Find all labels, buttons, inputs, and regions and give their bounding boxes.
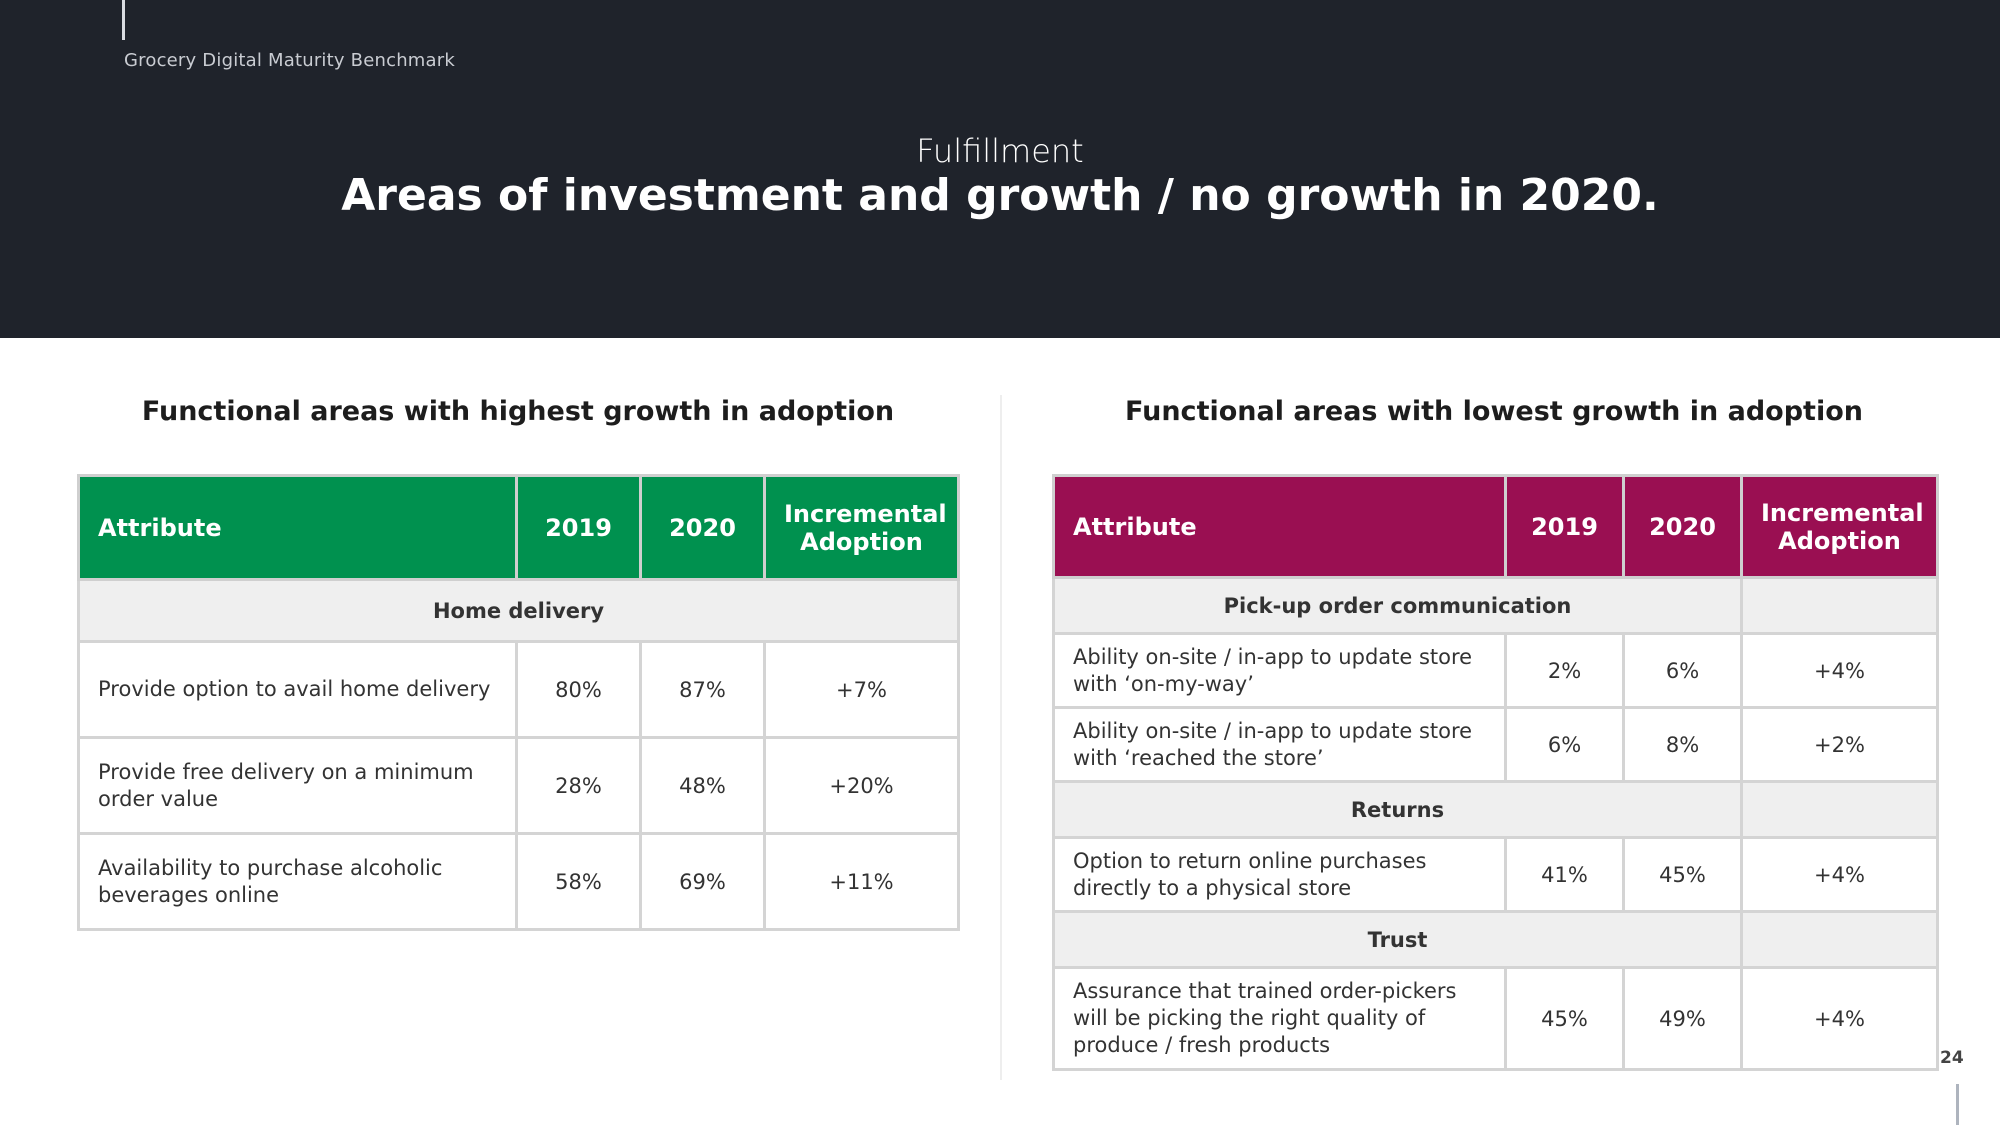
page-number: 24: [1940, 1048, 1964, 1068]
cell-incremental: +11%: [763, 832, 960, 931]
group-row: Home delivery: [77, 578, 960, 643]
cell-incremental: +2%: [1740, 706, 1939, 783]
section-eyebrow: Fulfillment: [916, 132, 1084, 170]
cell-incremental: +4%: [1740, 836, 1939, 913]
cell-2020: 49%: [1622, 966, 1743, 1071]
top-accent-rule: [122, 0, 125, 40]
bottom-accent-rule: [1956, 1084, 1959, 1125]
table-row: Provide free delivery on a minimum order…: [77, 736, 960, 835]
cell-2019: 6%: [1504, 706, 1625, 783]
group-pickup-communication: Pick-up order communication: [1052, 576, 1743, 635]
header-2020: 2020: [1622, 474, 1743, 579]
group-empty-cell: [1740, 576, 1939, 635]
cell-2020: 48%: [639, 736, 766, 835]
cell-incremental: +4%: [1740, 632, 1939, 709]
cell-2020: 8%: [1622, 706, 1743, 783]
table-row: Option to return online purchases direct…: [1052, 836, 1939, 913]
group-returns: Returns: [1052, 780, 1743, 839]
left-section-title: Functional areas with highest growth in …: [141, 396, 895, 427]
header-incremental-adoption: Incremental Adoption: [763, 474, 960, 581]
cell-attribute: Option to return online purchases direct…: [1052, 836, 1507, 913]
cell-2020: 45%: [1622, 836, 1743, 913]
header-incremental-line1: Incremental: [784, 499, 947, 528]
group-row: Returns: [1052, 780, 1939, 839]
cell-2019: 45%: [1504, 966, 1625, 1071]
cell-attribute: Assurance that trained order-pickers wil…: [1052, 966, 1507, 1071]
cell-incremental: +4%: [1740, 966, 1939, 1071]
header-incremental-line2: Adoption: [1778, 526, 1901, 555]
cell-2019: 28%: [515, 736, 642, 835]
right-section-title: Functional areas with lowest growth in a…: [1125, 396, 1863, 427]
brand-label: Grocery Digital Maturity Benchmark: [124, 50, 455, 71]
header-attribute: Attribute: [1052, 474, 1507, 579]
table-row: Ability on-site / in-app to update store…: [1052, 632, 1939, 709]
group-row: Pick-up order communication: [1052, 576, 1939, 635]
group-home-delivery: Home delivery: [77, 578, 960, 643]
cell-2019: 58%: [515, 832, 642, 931]
group-empty-cell: [1740, 780, 1939, 839]
header-incremental-line1: Incremental: [1761, 498, 1924, 527]
group-row: Trust: [1052, 910, 1939, 969]
table-row: Assurance that trained order-pickers wil…: [1052, 966, 1939, 1071]
cell-2019: 80%: [515, 640, 642, 739]
cell-2019: 2%: [1504, 632, 1625, 709]
cell-attribute: Ability on-site / in-app to update store…: [1052, 632, 1507, 709]
cell-attribute: Provide option to avail home delivery: [77, 640, 518, 739]
cell-incremental: +20%: [763, 736, 960, 835]
lowest-growth-table: Attribute 2019 2020 Incremental Adoption…: [1052, 474, 1939, 1071]
header-attribute: Attribute: [77, 474, 518, 581]
cell-2020: 6%: [1622, 632, 1743, 709]
header-2020: 2020: [639, 474, 766, 581]
cell-2020: 87%: [639, 640, 766, 739]
title-banner: Grocery Digital Maturity Benchmark Fulfi…: [0, 0, 2000, 338]
cell-2019: 41%: [1504, 836, 1625, 913]
group-empty-cell: [1740, 910, 1939, 969]
header-2019: 2019: [515, 474, 642, 581]
table-row: Availability to purchase alcoholic bever…: [77, 832, 960, 931]
highest-growth-table: Attribute 2019 2020 Incremental Adoption…: [77, 474, 960, 931]
header-incremental-adoption: Incremental Adoption: [1740, 474, 1939, 579]
header-incremental-line2: Adoption: [800, 527, 923, 556]
page-title: Areas of investment and growth / no grow…: [341, 170, 1659, 221]
table-header-row: Attribute 2019 2020 Incremental Adoption: [1052, 474, 1939, 579]
cell-attribute: Ability on-site / in-app to update store…: [1052, 706, 1507, 783]
table-header-row: Attribute 2019 2020 Incremental Adoption: [77, 474, 960, 581]
group-trust: Trust: [1052, 910, 1743, 969]
cell-2020: 69%: [639, 832, 766, 931]
cell-incremental: +7%: [763, 640, 960, 739]
header-2019: 2019: [1504, 474, 1625, 579]
column-divider: [1000, 395, 1002, 1080]
table-row: Provide option to avail home delivery 80…: [77, 640, 960, 739]
table-row: Ability on-site / in-app to update store…: [1052, 706, 1939, 783]
cell-attribute: Availability to purchase alcoholic bever…: [77, 832, 518, 931]
cell-attribute: Provide free delivery on a minimum order…: [77, 736, 518, 835]
